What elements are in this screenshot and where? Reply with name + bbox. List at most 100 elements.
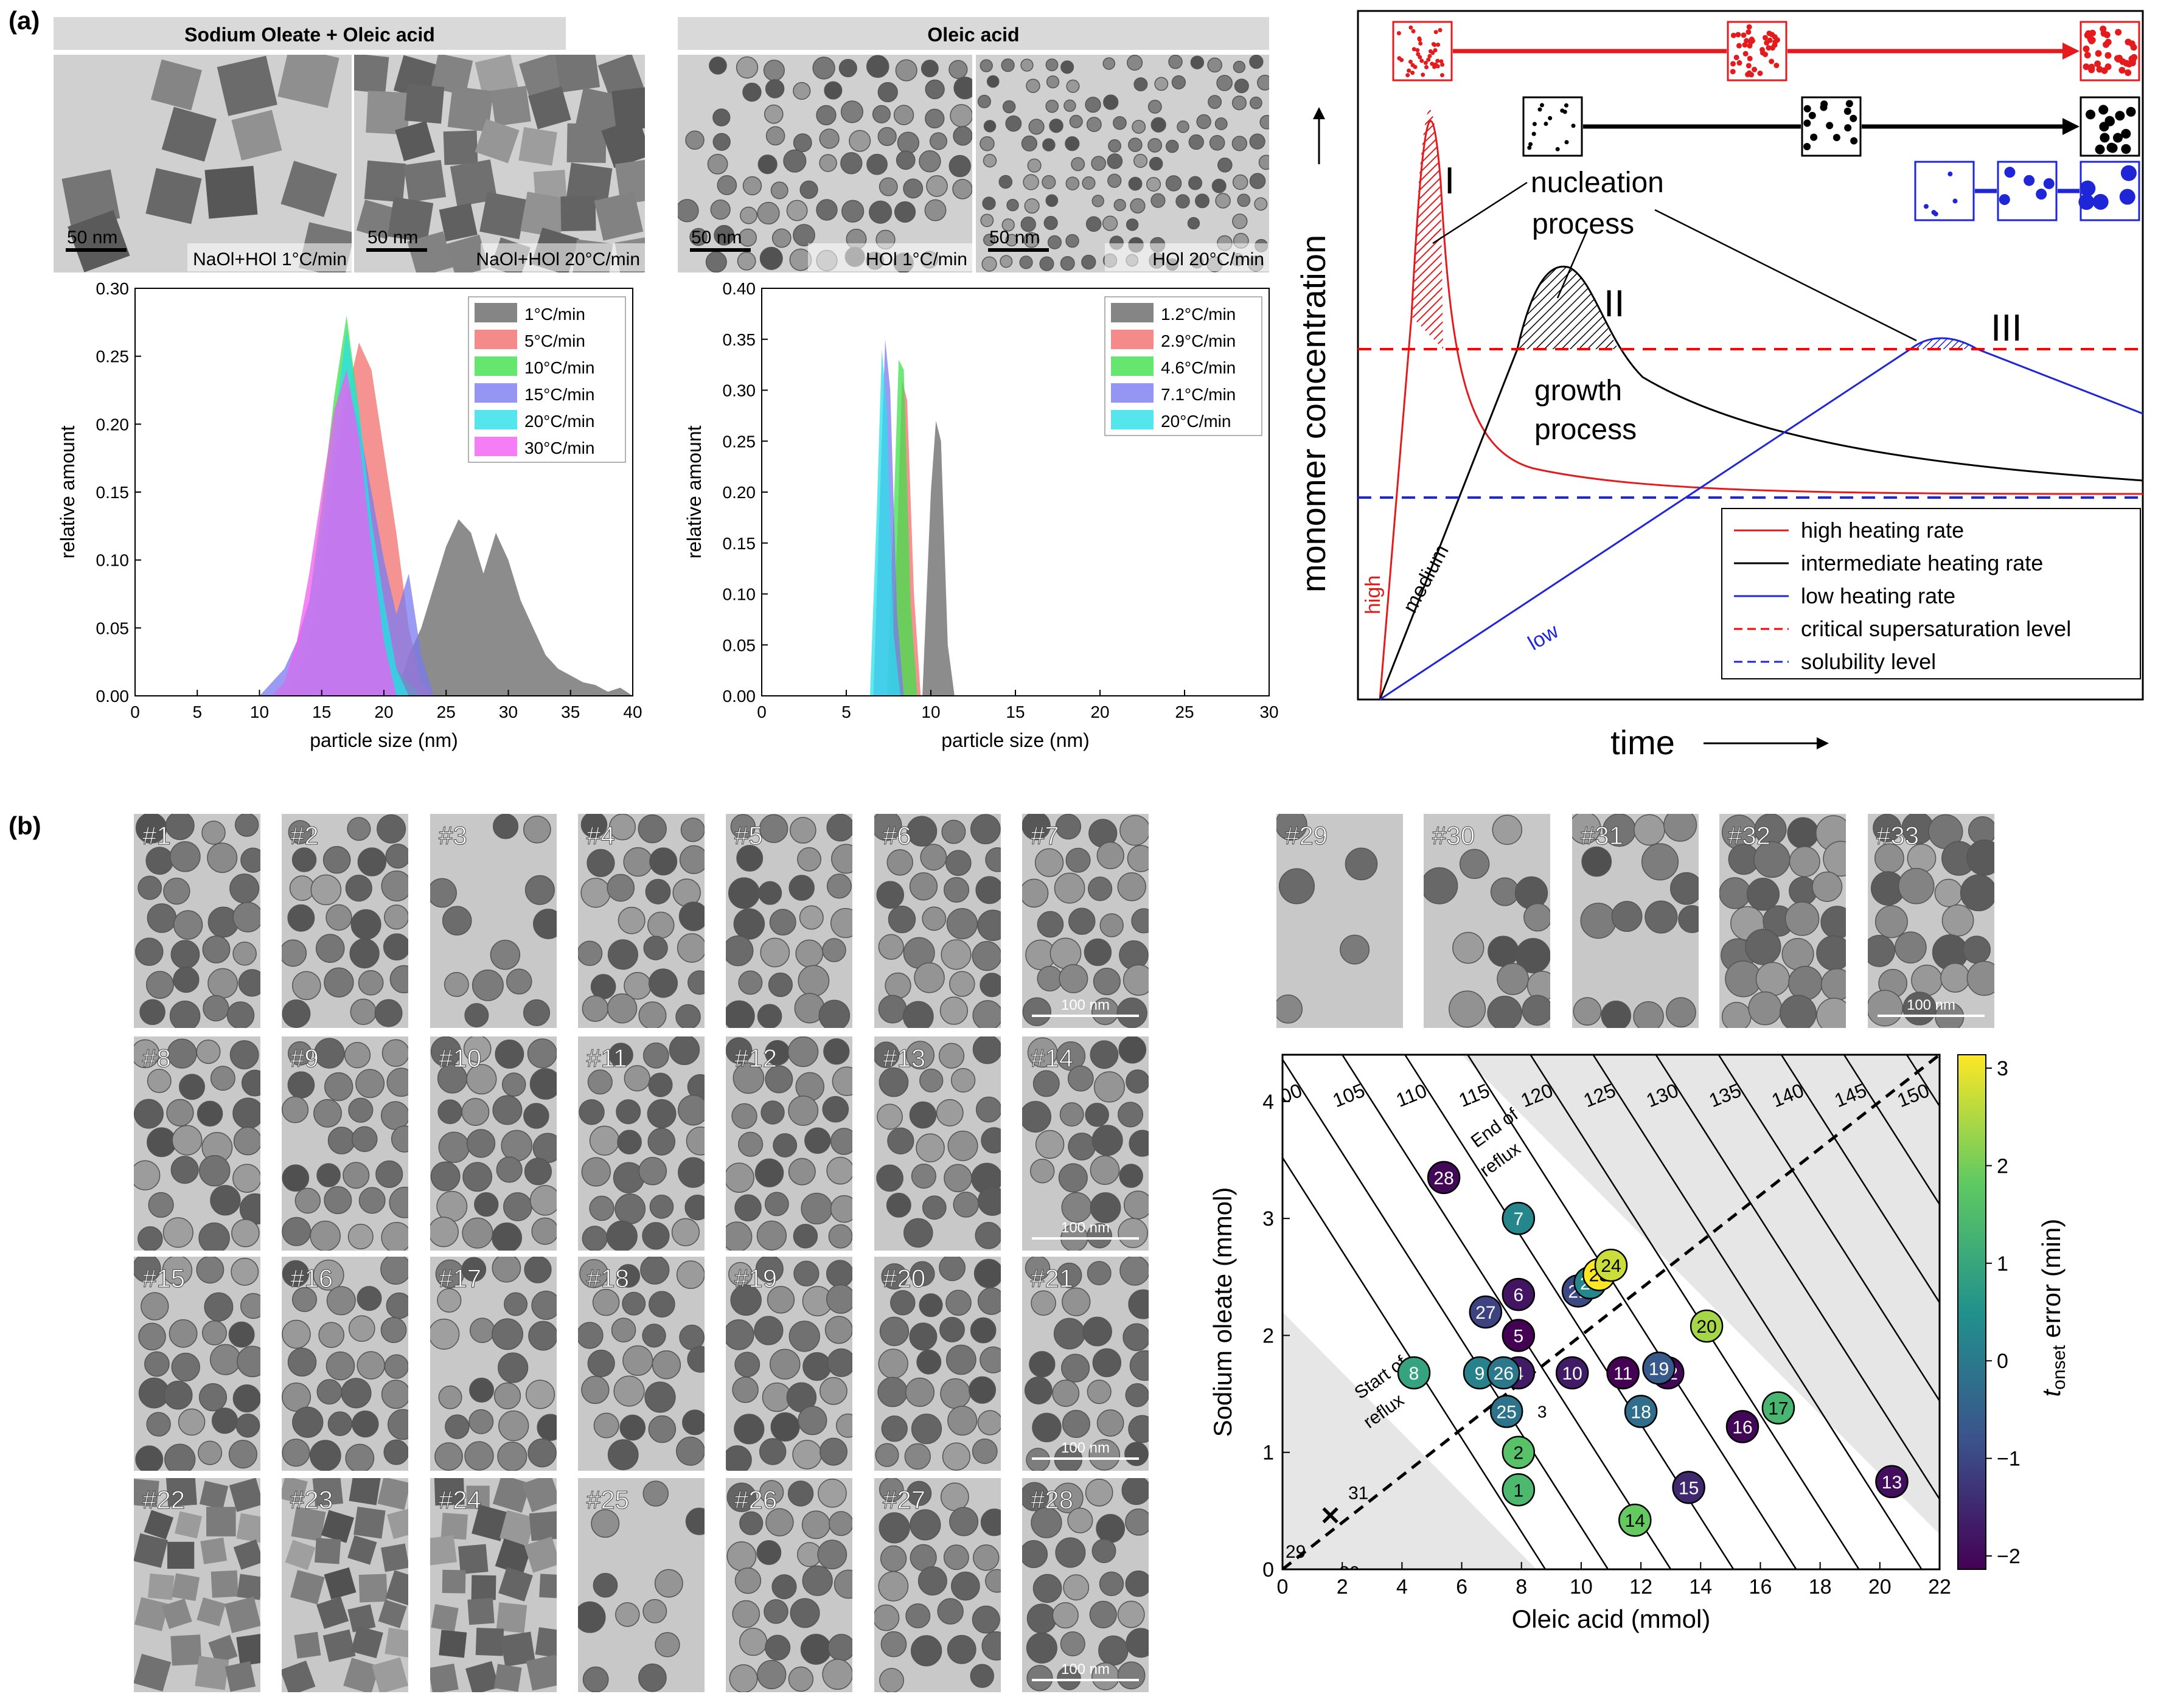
particle (209, 1344, 242, 1375)
tem-tile-#25 (578, 1478, 705, 1692)
series-area-0 (396, 519, 633, 696)
particle (730, 1284, 762, 1316)
particle (597, 55, 644, 99)
particle (1645, 900, 1678, 934)
point-26 (1487, 1356, 1520, 1390)
particle (827, 1634, 852, 1662)
particle (462, 1217, 493, 1249)
particle (638, 814, 667, 844)
particle (139, 999, 165, 1026)
particle (231, 109, 282, 161)
point-6 (1502, 1277, 1536, 1311)
particle (613, 1375, 645, 1407)
particle (291, 971, 321, 1001)
y-tick-label: 1 (1262, 1442, 1274, 1465)
schematic-legend (1721, 508, 2141, 679)
particle (793, 82, 811, 100)
particle (350, 909, 381, 940)
particle (642, 1481, 669, 1507)
particle (1215, 193, 1231, 209)
particle (1063, 1574, 1090, 1601)
particle (287, 1347, 317, 1377)
particle (798, 1406, 827, 1435)
particle (648, 1415, 677, 1443)
particle (231, 1257, 259, 1286)
particle (1208, 95, 1222, 109)
particle (757, 201, 780, 225)
particle (1052, 1380, 1080, 1408)
particle (350, 998, 377, 1026)
particle (972, 1000, 1001, 1028)
particle (442, 1569, 466, 1594)
particle (881, 1263, 908, 1290)
particle (922, 1195, 947, 1220)
particle (1678, 905, 1699, 934)
particle (582, 1666, 609, 1692)
particle (676, 1436, 705, 1466)
particle (1060, 60, 1074, 74)
y-tick-label: 0 (1262, 1558, 1274, 1581)
particle (282, 1260, 310, 1288)
particle (237, 1345, 260, 1378)
tile-label: #12 (734, 1044, 777, 1072)
particle (678, 1157, 705, 1188)
particle (197, 1597, 226, 1626)
particle (438, 1385, 462, 1409)
particle (1962, 936, 1991, 964)
tem-tile-#12 (726, 1036, 852, 1251)
particle (349, 938, 380, 969)
scale-bar (988, 248, 1049, 252)
point-label: 5 (1513, 1326, 1523, 1346)
particle (1026, 1665, 1053, 1692)
particle (1031, 1290, 1056, 1316)
particle (1065, 847, 1091, 873)
y-tick-label: 0.20 (96, 415, 130, 434)
particle (138, 1322, 166, 1351)
particle (1117, 1661, 1146, 1690)
particle (446, 234, 489, 273)
particle (739, 228, 757, 247)
particle (1005, 115, 1022, 132)
mid-header-bg (678, 17, 1269, 50)
particle (358, 970, 384, 996)
particle (147, 1069, 172, 1094)
particle (1099, 913, 1124, 937)
particle (765, 79, 785, 99)
particle (144, 1351, 170, 1377)
particle (312, 1478, 344, 1507)
particle (887, 1127, 914, 1154)
tile-label: #3 (439, 821, 467, 850)
particle (594, 192, 644, 241)
x-tick-label: 4 (1396, 1575, 1408, 1599)
particle (793, 224, 815, 247)
particle (1641, 843, 1679, 881)
particle (1066, 79, 1080, 93)
particle (1116, 998, 1147, 1028)
particle (1231, 136, 1247, 151)
particle (910, 1261, 935, 1286)
particle (354, 55, 389, 94)
particle (167, 1541, 195, 1569)
tem-tile-#23 (282, 1478, 408, 1692)
particle (381, 870, 408, 902)
particle (939, 1257, 966, 1282)
particle (313, 1259, 344, 1291)
x-tick-label: 14 (1689, 1575, 1712, 1599)
x-tick-label: 8 (1516, 1575, 1527, 1599)
tile-label: #13 (883, 1044, 925, 1072)
particle (170, 940, 200, 969)
particle (1054, 872, 1085, 904)
particle (920, 844, 947, 871)
particle (1150, 193, 1166, 208)
particle (736, 56, 759, 79)
particle (492, 1222, 523, 1251)
particle (763, 60, 785, 82)
particle (1207, 57, 1222, 73)
tem-tile-#5 (726, 814, 852, 1028)
particle (352, 1126, 378, 1153)
particle (1911, 964, 1943, 996)
tem-caption: HOl 20°C/min (1152, 249, 1264, 269)
particle (1020, 58, 1034, 72)
point-label: 13 (1882, 1473, 1902, 1493)
particle (757, 1004, 782, 1028)
